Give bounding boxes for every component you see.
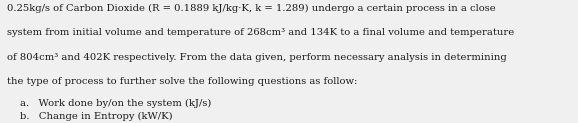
Text: 0.25kg/s of Carbon Dioxide (R = 0.1889 kJ/kg·K, k = 1.289) undergo a certain pro: 0.25kg/s of Carbon Dioxide (R = 0.1889 k… [7,4,496,13]
Text: system from initial volume and temperature of 268cm³ and 134K to a final volume : system from initial volume and temperatu… [7,28,514,37]
Text: of 804cm³ and 402K respectively. From the data given, perform necessary analysis: of 804cm³ and 402K respectively. From th… [7,53,507,62]
Text: a.   Work done by/on the system (kJ/s): a. Work done by/on the system (kJ/s) [20,98,212,108]
Text: b.   Change in Entropy (kW/K): b. Change in Entropy (kW/K) [20,112,173,121]
Text: the type of process to further solve the following questions as follow:: the type of process to further solve the… [7,77,357,86]
